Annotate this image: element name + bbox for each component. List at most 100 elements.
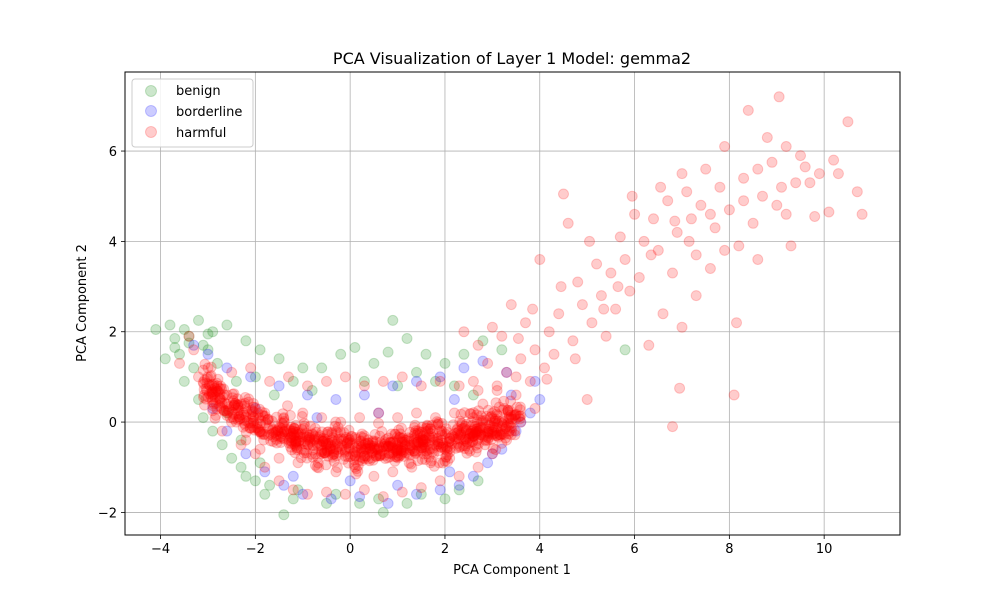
point-benign xyxy=(330,488,342,500)
point-harmful xyxy=(320,447,332,459)
point-benign xyxy=(193,314,204,326)
point-harmful xyxy=(357,455,368,467)
point-harmful xyxy=(327,436,338,448)
point-harmful xyxy=(248,417,260,429)
point-harmful xyxy=(379,449,391,461)
point-harmful xyxy=(328,446,340,458)
point-benign xyxy=(415,488,427,500)
point-harmful xyxy=(198,378,210,390)
point-harmful xyxy=(339,450,351,462)
point-harmful xyxy=(317,435,329,447)
point-harmful xyxy=(394,428,406,440)
legend-label-harmful: harmful xyxy=(176,126,226,141)
point-harmful xyxy=(299,420,311,432)
x-axis-ticks: −4 −2 0 2 4 6 8 10 xyxy=(151,535,832,557)
point-harmful xyxy=(398,450,410,462)
point-harmful xyxy=(330,426,342,438)
point-harmful xyxy=(315,444,327,456)
point-harmful xyxy=(476,416,488,428)
point-harmful xyxy=(217,404,229,416)
point-harmful xyxy=(373,450,385,462)
point-harmful xyxy=(302,438,314,450)
point-harmful xyxy=(305,436,317,448)
point-harmful xyxy=(369,429,381,440)
point-harmful xyxy=(374,436,386,448)
point-harmful xyxy=(307,438,318,450)
point-harmful xyxy=(842,116,854,128)
point-harmful xyxy=(452,432,464,444)
point-harmful xyxy=(322,426,334,438)
point-harmful xyxy=(287,425,299,437)
point-harmful xyxy=(451,424,463,436)
point-borderline xyxy=(273,380,285,392)
point-harmful xyxy=(662,195,674,207)
scatter-points xyxy=(150,91,868,521)
point-harmful xyxy=(368,442,380,454)
point-harmful xyxy=(481,431,493,443)
point-harmful xyxy=(626,190,638,202)
point-harmful xyxy=(776,181,787,193)
point-harmful xyxy=(473,432,485,444)
point-harmful xyxy=(207,394,219,406)
point-harmful xyxy=(206,379,218,391)
point-harmful xyxy=(215,380,227,392)
point-harmful xyxy=(383,447,395,459)
grid xyxy=(125,72,900,535)
point-harmful xyxy=(265,435,277,447)
point-harmful xyxy=(471,409,483,421)
point-harmful xyxy=(452,429,464,440)
point-harmful xyxy=(475,415,487,427)
point-benign xyxy=(235,461,247,473)
point-harmful xyxy=(240,434,252,446)
point-harmful xyxy=(470,423,482,435)
point-benign xyxy=(197,412,209,424)
point-harmful xyxy=(493,401,505,413)
point-harmful xyxy=(226,366,238,378)
point-benign xyxy=(458,348,470,360)
point-harmful xyxy=(339,371,351,383)
point-harmful xyxy=(278,433,290,445)
point-harmful xyxy=(497,404,509,416)
point-harmful xyxy=(355,435,367,447)
point-harmful xyxy=(321,444,333,456)
point-harmful xyxy=(410,439,422,450)
point-harmful xyxy=(344,442,355,454)
point-harmful xyxy=(274,422,286,434)
point-harmful xyxy=(416,436,428,448)
point-harmful xyxy=(320,440,332,451)
point-harmful xyxy=(209,412,221,424)
point-harmful xyxy=(434,475,446,487)
point-harmful xyxy=(441,427,453,438)
point-harmful xyxy=(752,163,764,175)
point-harmful xyxy=(674,382,686,394)
point-harmful xyxy=(301,452,313,464)
point-harmful xyxy=(487,421,499,433)
point-harmful xyxy=(780,141,792,152)
point-harmful xyxy=(374,450,386,462)
point-harmful xyxy=(261,414,273,426)
point-harmful xyxy=(483,432,494,444)
point-harmful xyxy=(393,432,405,444)
point-harmful xyxy=(619,254,631,265)
point-harmful xyxy=(468,407,480,419)
point-harmful xyxy=(283,437,295,449)
point-harmful xyxy=(350,451,361,462)
point-harmful xyxy=(422,422,434,434)
point-harmful xyxy=(424,432,436,444)
point-harmful xyxy=(392,452,404,464)
point-harmful xyxy=(416,453,428,465)
point-benign xyxy=(268,389,280,401)
point-harmful xyxy=(250,422,262,434)
point-harmful xyxy=(253,403,265,415)
point-benign xyxy=(230,375,242,387)
point-harmful xyxy=(218,383,230,395)
point-harmful xyxy=(584,235,595,247)
point-harmful xyxy=(285,428,297,439)
point-harmful xyxy=(302,434,314,446)
point-harmful xyxy=(216,425,228,437)
point-harmful xyxy=(199,399,210,411)
point-harmful xyxy=(367,436,379,448)
point-borderline xyxy=(221,362,233,374)
point-harmful xyxy=(683,235,695,247)
point-harmful xyxy=(464,437,476,449)
